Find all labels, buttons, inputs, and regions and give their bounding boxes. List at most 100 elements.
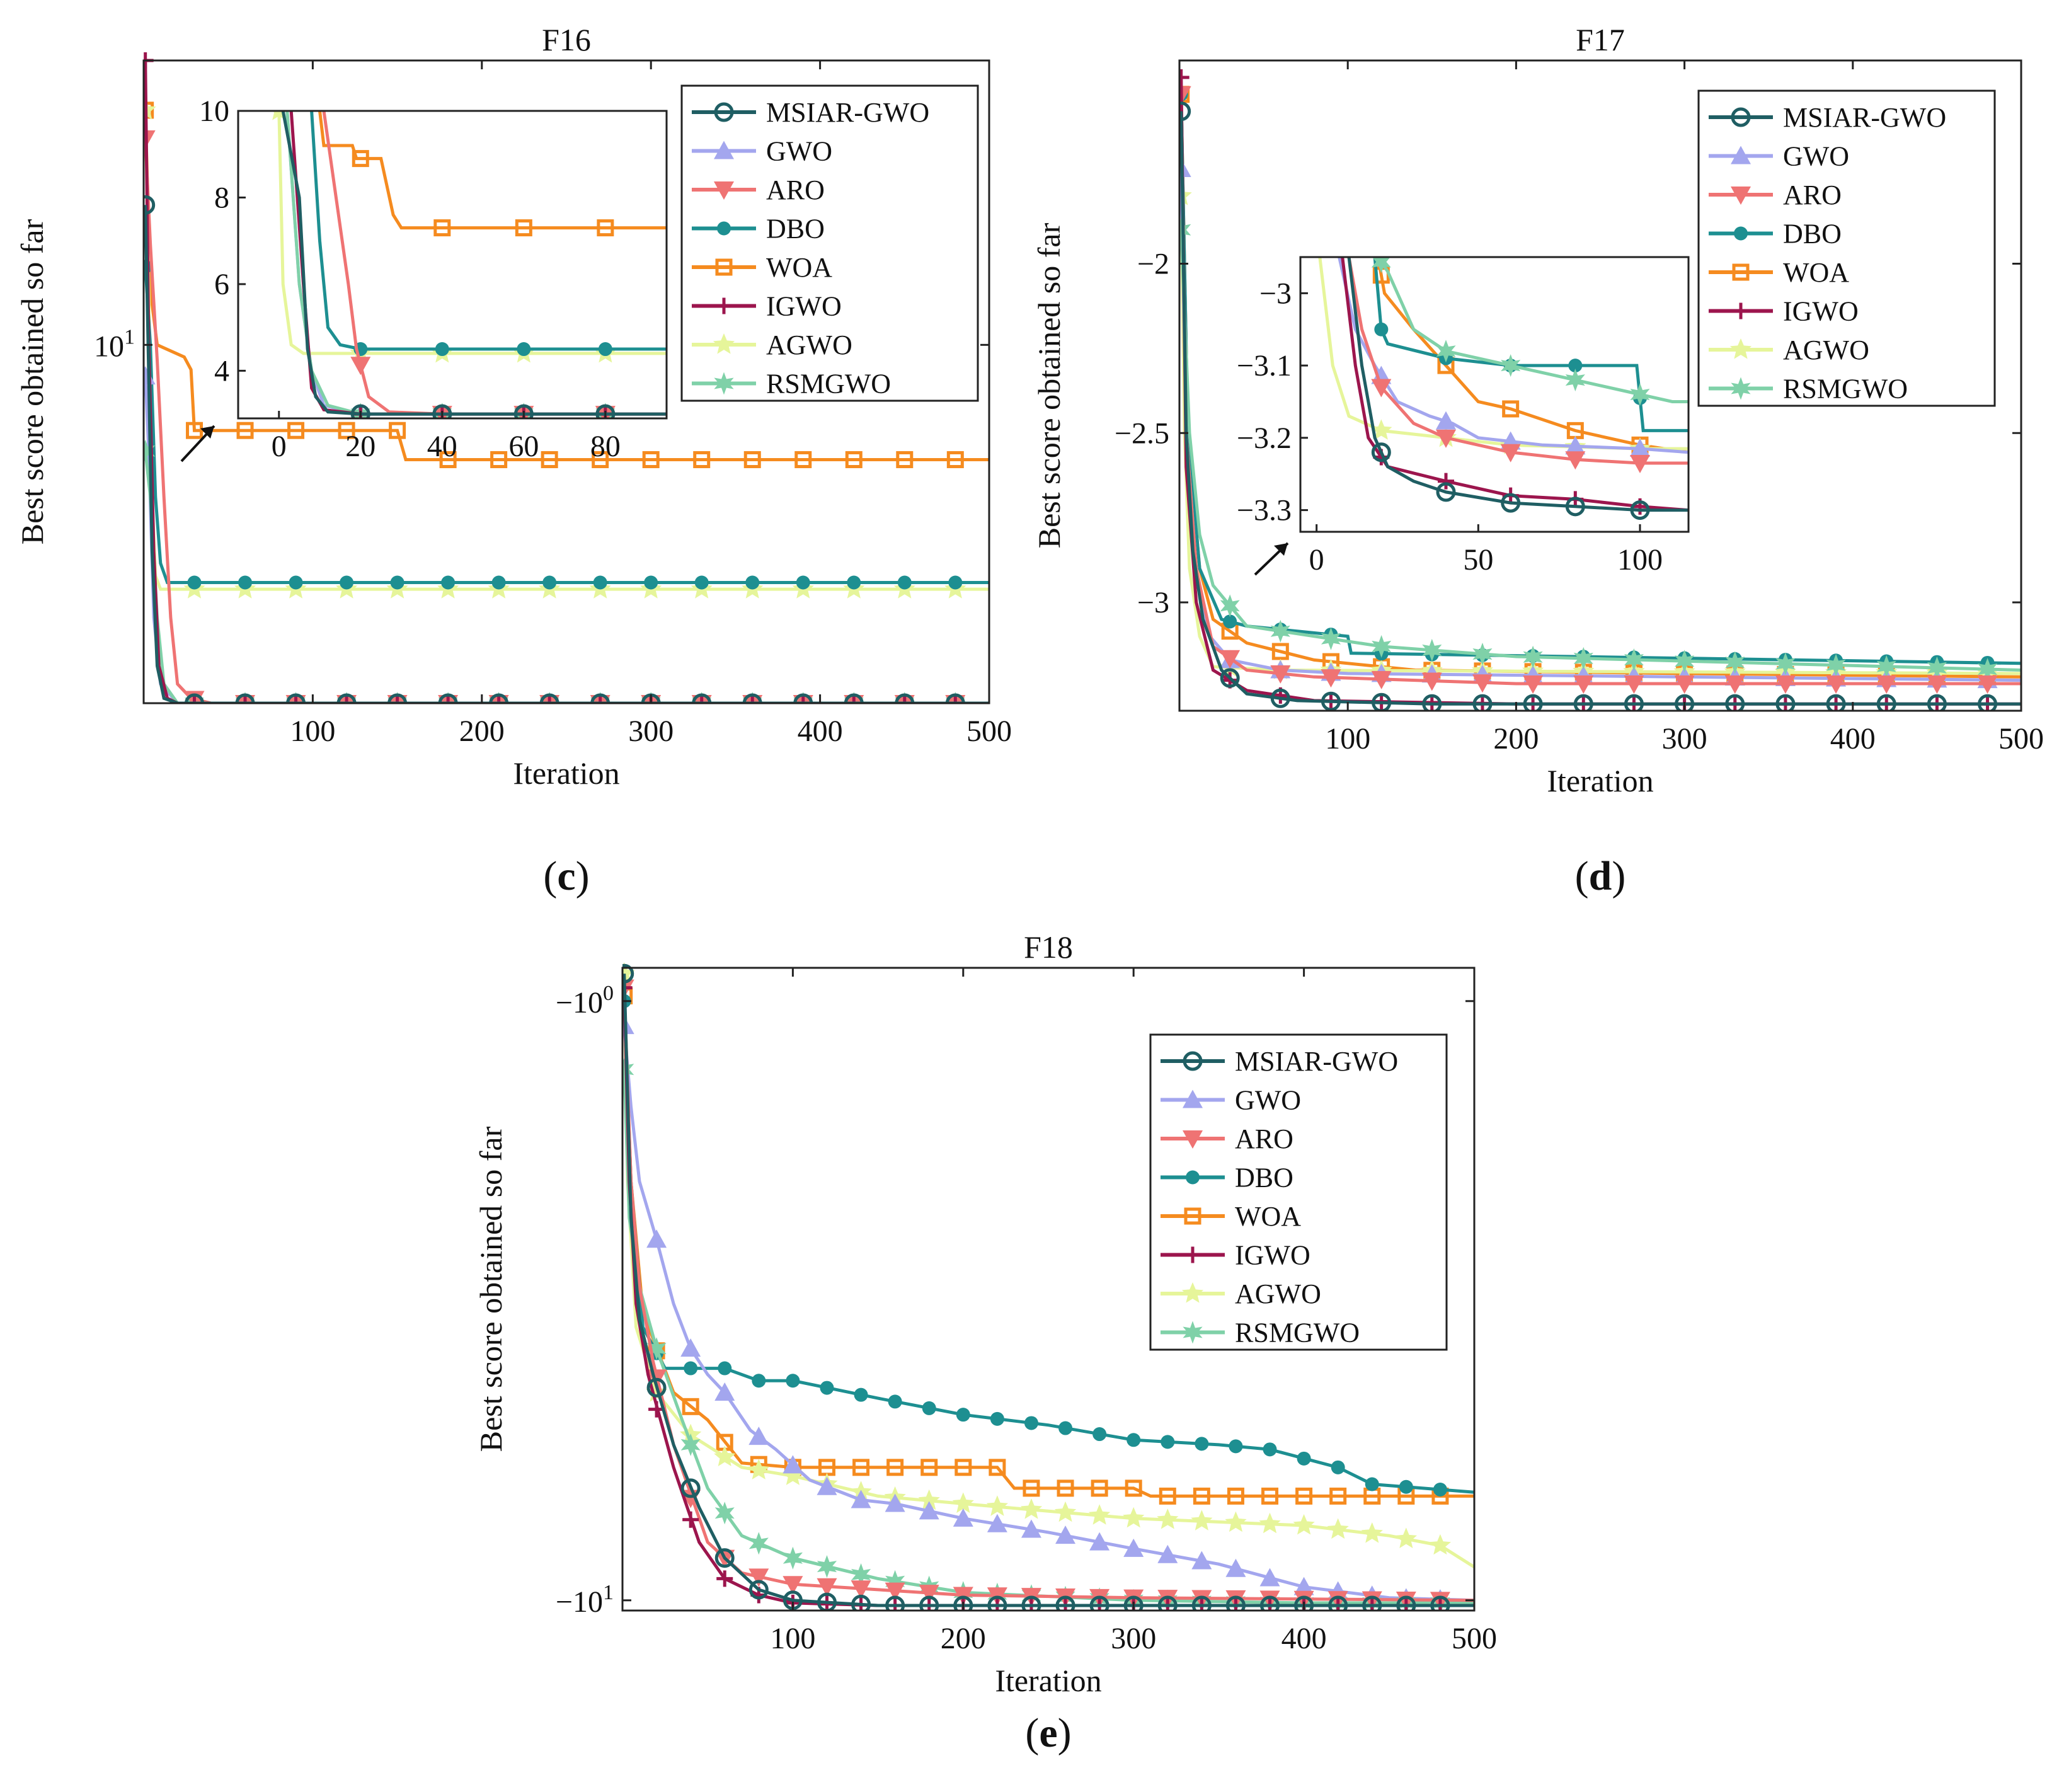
marker-IGWO — [1179, 69, 1190, 86]
marker-DBO — [847, 575, 861, 590]
marker-GWO — [1225, 1558, 1246, 1577]
marker-MSIAR-GWO — [1876, 694, 1896, 711]
legend-label-MSIAR-GWO: MSIAR-GWO — [1783, 102, 1946, 133]
legend-marker-ARO — [1731, 187, 1751, 205]
inset-marker-MSIAR-GWO — [432, 404, 452, 418]
inset-marker-MSIAR-GWO — [1436, 482, 1456, 502]
inset-marker-AGWO — [1370, 419, 1392, 440]
marker-DBO — [1058, 1421, 1073, 1435]
inset-y-tick-label: 4 — [214, 354, 229, 388]
legend-marker-AGWO — [1181, 1282, 1204, 1303]
marker-ARO — [885, 1582, 905, 1601]
legend-marker-RSMGWO — [1731, 377, 1751, 400]
marker-MSIAR-GWO — [1523, 694, 1543, 711]
marker-MSIAR-GWO — [539, 693, 559, 703]
marker-DBO — [1092, 1427, 1107, 1442]
inset-marker-ARO — [1371, 379, 1392, 398]
marker-WOA — [1057, 1479, 1074, 1497]
marker-IGWO — [287, 695, 304, 703]
marker-WOA — [1091, 1479, 1108, 1497]
legend-label-DBO: DBO — [1235, 1163, 1293, 1193]
marker-MSIAR-GWO — [1927, 694, 1947, 711]
legend-marker-IGWO — [1733, 302, 1749, 319]
legend-marker-DBO — [1734, 226, 1748, 241]
marker-DBO — [1161, 1435, 1175, 1449]
inset-marker-DBO — [1374, 322, 1389, 336]
marker-WOA — [886, 1459, 904, 1476]
marker-MSIAR-GWO — [1430, 1595, 1450, 1611]
legend-box — [1149, 1033, 1448, 1351]
marker-DBO — [684, 1361, 698, 1376]
legend-marker-WOA — [715, 258, 733, 276]
inset-y-tick-label: 8 — [214, 181, 229, 214]
marker-WOA — [845, 451, 863, 468]
marker-ARO — [1775, 675, 1796, 694]
marker-MSIAR-GWO — [622, 963, 634, 984]
marker-MSIAR-GWO — [1179, 101, 1191, 122]
marker-MSIAR-GWO — [844, 693, 864, 703]
marker-MSIAR-GWO — [1372, 692, 1392, 711]
legend-label-WOA: WOA — [1783, 257, 1849, 288]
marker-ARO — [1624, 675, 1644, 694]
subcaption-F18: (e) — [1025, 1710, 1071, 1756]
marker-RSMGWO — [622, 1058, 634, 1081]
marker-DBO — [948, 575, 963, 590]
inset-marker-WOA — [1502, 400, 1520, 418]
inset-F16: 0 20 40 60 80 4 6 8 10 — [180, 95, 668, 463]
marker-WOA — [946, 451, 964, 468]
marker-AGWO — [1361, 1522, 1383, 1543]
marker-WOA — [852, 1459, 870, 1476]
legend-F17: MSIAR-GWO GWO ARO DBO WOA IGWO AGWO RSMGWO — [1697, 89, 1996, 407]
marker-RSMGWO — [714, 1502, 735, 1525]
marker-MSIAR-GWO — [235, 693, 255, 703]
inset-marker-MSIAR-GWO — [1630, 500, 1650, 520]
legend-F16: MSIAR-GWO GWO ARO DBO WOA IGWO AGWO RSMGWO — [680, 84, 979, 402]
marker-IGWO — [846, 695, 863, 703]
marker-AGWO — [714, 1445, 736, 1466]
inset-line-MSIAR-GWO — [1347, 257, 1688, 512]
marker-WOA — [1295, 1487, 1313, 1505]
marker-AGWO — [918, 1489, 940, 1510]
marker-MSIAR-GWO — [748, 1580, 769, 1600]
y-axis-label: Best score obtained so far — [14, 219, 50, 544]
marker-ARO — [748, 1568, 769, 1587]
marker-IGWO — [338, 695, 355, 703]
marker-DBO — [1263, 1442, 1277, 1457]
marker-AGWO — [1327, 1518, 1349, 1539]
marker-DBO — [289, 575, 303, 590]
marker-DBO — [593, 575, 607, 590]
marker-AGWO — [1191, 1510, 1213, 1531]
x-tick-label: 300 — [1662, 722, 1707, 755]
marker-DBO — [187, 575, 202, 590]
marker-RSMGWO — [748, 1532, 769, 1555]
marker-DBO — [542, 575, 557, 590]
y-tick-label: 101 — [94, 325, 135, 363]
marker-MSIAR-GWO — [1157, 1595, 1178, 1611]
axes-box-F16 — [142, 59, 990, 704]
marker-AGWO — [986, 1495, 1008, 1516]
marker-AGWO — [1157, 1508, 1179, 1529]
marker-WOA — [490, 451, 508, 468]
marker-RSMGWO — [1675, 650, 1695, 673]
legend-marker-MSIAR-GWO — [1183, 1051, 1203, 1071]
legend-box — [1697, 89, 1996, 407]
inset-marker-WOA — [597, 219, 614, 237]
inset-marker-GWO — [1630, 439, 1650, 457]
marker-ARO — [1876, 675, 1897, 694]
plot-area-F17 — [1179, 69, 2022, 711]
marker-AGWO — [952, 1492, 974, 1513]
x-tick-label: 100 — [290, 715, 335, 748]
marker-WOA — [693, 451, 711, 468]
marker-MSIAR-GWO — [1328, 1595, 1348, 1611]
marker-ARO — [1977, 675, 1998, 694]
marker-RSMGWO — [1422, 638, 1442, 662]
marker-IGWO — [592, 695, 609, 703]
legend-label-ARO: ARO — [1783, 180, 1842, 210]
marker-RSMGWO — [885, 1570, 905, 1593]
x-tick-label: 400 — [798, 715, 843, 748]
marker-GWO — [953, 1508, 973, 1527]
marker-RSMGWO — [1927, 656, 1947, 679]
marker-MSIAR-GWO — [1055, 1595, 1075, 1611]
inset-marker-MSIAR-GWO — [513, 404, 534, 418]
marker-GWO — [1123, 1538, 1144, 1557]
